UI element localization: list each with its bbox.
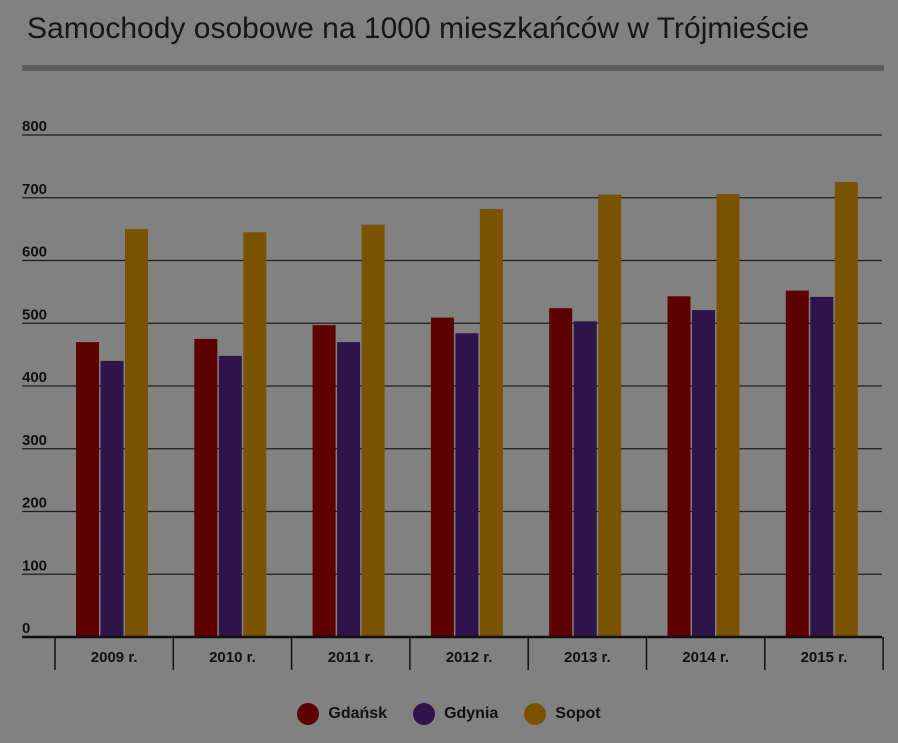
- bar-sopot: [834, 182, 858, 637]
- x-tick-label: 2014 r.: [682, 649, 729, 666]
- bar-gdynia: [810, 296, 834, 637]
- y-tick-label: 500: [22, 306, 47, 323]
- bar-gdańsk: [430, 317, 454, 637]
- bar-gdynia: [100, 360, 124, 637]
- bar-gdańsk: [785, 290, 809, 637]
- bar-sopot: [716, 193, 740, 638]
- legend-swatch: [413, 703, 436, 725]
- y-tick-label: 700: [22, 181, 47, 198]
- x-tick-label: 2015 r.: [801, 649, 848, 666]
- bar-gdynia: [692, 310, 715, 637]
- bar-gdańsk: [549, 308, 573, 637]
- legend-swatch: [297, 703, 320, 725]
- y-tick-label: 600: [22, 244, 47, 261]
- bar-sopot: [479, 209, 503, 638]
- bar-gdynia: [337, 342, 361, 637]
- bar-sopot: [598, 194, 622, 638]
- title-divider: [22, 65, 884, 71]
- bar-gdynia: [455, 333, 479, 637]
- bar-sopot: [243, 232, 267, 637]
- legend-item-gdynia: Gdynia: [413, 703, 498, 725]
- y-tick-label: 0: [22, 620, 30, 637]
- bar-sopot: [361, 224, 385, 638]
- legend-label: Sopot: [555, 705, 601, 722]
- x-tick-label: 2010 r.: [209, 649, 256, 666]
- x-tick-label: 2011 r.: [328, 649, 374, 666]
- y-tick-label: 200: [22, 495, 47, 512]
- bar-gdynia: [573, 321, 597, 637]
- bar-gdańsk: [194, 338, 218, 637]
- y-tick-label: 400: [22, 369, 47, 386]
- x-tick-label: 2013 r.: [564, 649, 611, 666]
- legend-label: Gdańsk: [328, 705, 388, 722]
- bar-gdańsk: [312, 325, 336, 637]
- chart-title: Samochody osobowe na 1000 mieszkańców w …: [27, 12, 810, 45]
- bar-chart: 0 100 200 300 400 500 600 700 800 2009 r. 2010 r. 2…: [22, 118, 884, 670]
- chart-legend: Gdańsk Gdynia Sopot: [0, 703, 898, 725]
- y-tick-label: 800: [22, 118, 47, 135]
- x-tick-label: 2012 r.: [446, 649, 493, 666]
- y-tick-label: 300: [22, 432, 47, 449]
- legend-item-gdańsk: Gdańsk: [297, 703, 387, 725]
- bar-sopot: [125, 229, 148, 637]
- legend-item-sopot: Sopot: [524, 703, 601, 725]
- legend-swatch: [524, 703, 547, 725]
- y-tick-label: 100: [22, 557, 47, 574]
- legend-label: Gdynia: [444, 705, 499, 722]
- bar-gdańsk: [76, 342, 99, 637]
- bar-gdańsk: [667, 296, 691, 637]
- bar-gdynia: [218, 355, 242, 637]
- x-tick-label: 2009 r.: [91, 649, 138, 666]
